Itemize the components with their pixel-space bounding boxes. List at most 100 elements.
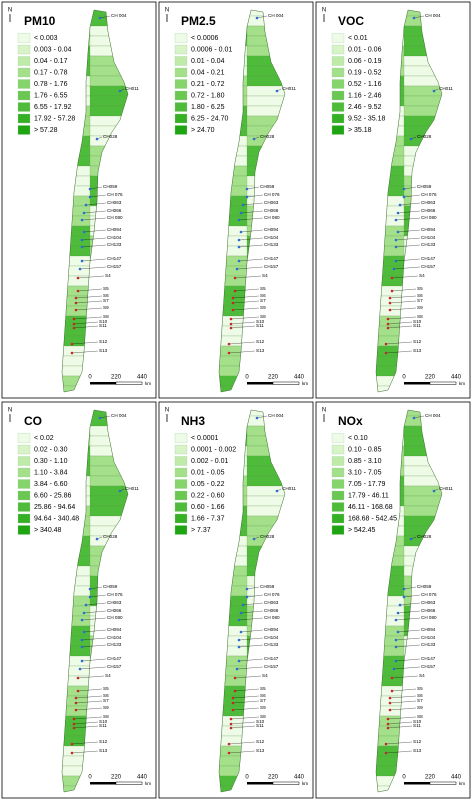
- station-dot: [88, 587, 92, 591]
- scale-bar: [404, 382, 430, 385]
- station-leader: [387, 325, 413, 329]
- station-dot: [409, 537, 413, 541]
- legend-swatch: [331, 467, 345, 478]
- station-dot: [231, 296, 235, 300]
- station-label: S8: [103, 714, 109, 719]
- station-label: S6: [103, 293, 109, 298]
- station-label: CH 076: [264, 592, 280, 597]
- station-dot: [388, 296, 392, 300]
- station-dot: [72, 717, 76, 721]
- scale-bar: [115, 381, 143, 385]
- legend-label: 0.60 - 1.66: [191, 504, 225, 511]
- legend-label: 0.52 - 1.16: [348, 81, 382, 88]
- station-dot: [76, 689, 80, 693]
- legend-swatch: [331, 102, 345, 112]
- station-leader: [81, 258, 107, 262]
- station-label: CH 076: [107, 192, 123, 197]
- station-dot: [80, 245, 84, 249]
- scale-unit: km: [302, 781, 308, 786]
- station-leader: [73, 321, 99, 325]
- legend-swatch: [174, 44, 188, 55]
- station-label: CH011: [282, 486, 296, 491]
- station-leader: [77, 688, 103, 692]
- station-label: S4: [419, 273, 425, 278]
- station-leader: [77, 288, 103, 292]
- station-dot: [229, 317, 233, 321]
- legend-label: 1.76 - 6.55: [34, 92, 68, 99]
- station-label: CH094: [421, 227, 436, 232]
- legend-swatch: [331, 56, 345, 66]
- north-label: N: [165, 8, 169, 14]
- station-label: S11: [256, 723, 264, 728]
- station-label: S10: [99, 319, 108, 324]
- station-leader: [389, 695, 417, 699]
- legend-label: 9.52 - 35.18: [348, 115, 385, 122]
- station-dot: [390, 689, 394, 693]
- station-leader: [256, 15, 268, 19]
- region: [403, 495, 442, 507]
- station-label: CH133: [264, 642, 279, 647]
- station-dot: [384, 342, 388, 346]
- station-dot: [72, 326, 76, 330]
- scale-label: 440: [137, 375, 148, 381]
- station-dot: [237, 645, 241, 649]
- station-leader: [403, 194, 421, 198]
- station-label: CH 080: [264, 615, 280, 620]
- station-dot: [388, 308, 392, 312]
- scale-label: 220: [111, 775, 122, 781]
- legend-swatch: [17, 102, 31, 112]
- station-dot: [237, 659, 241, 663]
- station-dot: [227, 751, 231, 755]
- legend-label: < 0.0006: [191, 35, 219, 42]
- legend-swatch: [174, 90, 188, 101]
- station-leader: [385, 750, 413, 754]
- station-leader: [228, 350, 256, 354]
- station-leader: [385, 741, 413, 745]
- station-dot: [229, 726, 233, 730]
- station-label: S4: [105, 673, 111, 678]
- station-label: S7: [260, 698, 266, 703]
- station-dot: [239, 630, 243, 634]
- station-dot: [392, 667, 396, 671]
- station-dot: [396, 630, 400, 634]
- station-leader: [75, 700, 103, 704]
- station-label: CH147: [264, 656, 279, 661]
- legend-label: 6.25 - 24.70: [191, 115, 228, 122]
- station-label: CH133: [421, 242, 436, 247]
- legend-swatch: [174, 113, 188, 124]
- station-dot: [227, 342, 231, 346]
- station-label: S8: [417, 714, 423, 719]
- legend-label: 0.06 - 0.19: [348, 58, 382, 65]
- station-leader: [246, 186, 260, 190]
- station-dot: [118, 89, 122, 93]
- legend-label: 46.11 - 168.68: [348, 504, 393, 511]
- station-dot: [74, 308, 78, 312]
- station-leader: [230, 321, 256, 325]
- station-dot: [237, 218, 241, 222]
- station-leader: [73, 325, 99, 329]
- station-leader: [236, 266, 264, 270]
- station-dot: [229, 722, 233, 726]
- station-dot: [84, 203, 88, 207]
- region: [89, 485, 128, 497]
- legend-swatch: [17, 125, 31, 135]
- legend-swatch: [17, 479, 31, 489]
- station-label: S7: [417, 698, 423, 703]
- station-label: CH059: [417, 584, 432, 589]
- legend-label: 0.01 - 0.06: [348, 46, 382, 53]
- station-dot: [432, 489, 436, 493]
- station-leader: [403, 186, 417, 190]
- station-leader: [83, 229, 107, 233]
- station-leader: [73, 716, 103, 720]
- station-dot: [245, 187, 249, 191]
- station-dot: [255, 416, 259, 420]
- station-label: S11: [256, 323, 264, 328]
- station-label: CH066: [264, 608, 279, 613]
- station-dot: [239, 211, 243, 215]
- station-label: S13: [256, 748, 265, 753]
- station-dot: [241, 603, 245, 607]
- station-leader: [399, 602, 421, 606]
- station-label: CH 004: [111, 413, 127, 418]
- station-leader: [99, 415, 111, 419]
- station-leader: [89, 194, 107, 198]
